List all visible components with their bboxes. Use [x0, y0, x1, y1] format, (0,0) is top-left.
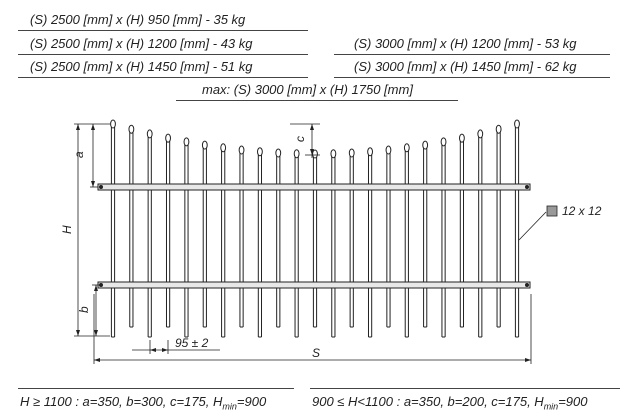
top-rail	[97, 183, 531, 191]
label-a: a	[72, 151, 86, 158]
rail-bolt	[99, 185, 103, 189]
picket-finial	[312, 149, 318, 159]
picket-finial	[293, 149, 300, 159]
profile-leader-line	[518, 211, 547, 241]
dim-arrowhead	[94, 285, 98, 291]
dim-arrowhead	[76, 124, 80, 130]
max-spec: max: (S) 3000 [mm] x (H) 1750 [mm]	[202, 82, 413, 97]
footnote-left-rule	[18, 388, 294, 389]
dim-arrowhead	[91, 124, 95, 130]
footnote-right-rule	[310, 388, 620, 389]
picket-finial	[128, 124, 135, 134]
footnote-right-main: 900 ≤ H<1100 : a=350, b=200, c=175, H	[312, 394, 544, 409]
picket-finial	[514, 119, 520, 129]
label-b: b	[77, 306, 91, 313]
spec-left-rule-1	[18, 30, 308, 31]
picket-finial	[348, 148, 355, 158]
footnote-right-sub: min	[543, 401, 559, 412]
profile-swatch	[546, 205, 558, 217]
picket-finial	[495, 124, 502, 134]
spec-right-rule-2	[334, 77, 610, 78]
picket-finial	[275, 148, 282, 158]
picket-finial	[146, 129, 153, 139]
dimension-lines	[74, 123, 547, 364]
picket-finial	[330, 149, 337, 159]
spec-left-1: (S) 2500 [mm] x (H) 950 [mm] - 35 kg	[30, 12, 246, 27]
rails	[97, 183, 531, 289]
label-c: c	[293, 136, 307, 142]
rail-bolt	[99, 283, 103, 287]
spec-left-3: (S) 2500 [mm] x (H) 1450 [mm] - 51 kg	[30, 59, 253, 74]
dim-arrowhead	[162, 348, 168, 352]
dim-arrowhead	[94, 358, 100, 362]
picket-finial	[220, 143, 227, 153]
footnote-left-main: H ≥ 1100 : a=350, b=300, c=175, H	[20, 394, 223, 409]
max-spec-rule	[176, 100, 458, 101]
picket-finial	[367, 147, 373, 157]
footnote-right: 900 ≤ H<1100 : a=350, b=200, c=175, Hmin…	[312, 394, 588, 412]
spec-left-rule-3	[18, 77, 308, 78]
pickets	[110, 119, 520, 338]
dim-arrowhead	[76, 330, 80, 336]
spec-right-rule-1	[334, 54, 610, 55]
dim-arrowhead	[94, 330, 98, 336]
dim-arrowhead	[310, 124, 314, 130]
spec-left-2: (S) 2500 [mm] x (H) 1200 [mm] - 43 kg	[30, 36, 253, 51]
picket-finial	[183, 137, 190, 147]
picket-finial	[459, 133, 465, 143]
picket-finial	[477, 129, 484, 139]
picket-finial	[385, 145, 392, 155]
rail-bolt	[525, 283, 529, 287]
picket-finial	[238, 145, 245, 155]
picket-finial	[201, 140, 208, 150]
picket-finial	[403, 143, 410, 153]
footnote-left: H ≥ 1100 : a=350, b=300, c=175, Hmin=900	[20, 394, 266, 412]
picket-finial	[257, 147, 263, 157]
footnote-left-sub: min	[222, 401, 237, 412]
dim-arrowhead	[310, 149, 314, 155]
footnote-left-end: =900	[236, 394, 267, 409]
picket-finial	[422, 140, 429, 150]
label-spacing: 95 ± 2	[175, 336, 209, 350]
bottom-rail	[97, 281, 531, 289]
dim-arrowhead	[525, 358, 531, 362]
dim-arrowhead	[91, 181, 95, 187]
picket-finial	[110, 119, 116, 129]
rail-bolt	[525, 185, 529, 189]
spec-right-2: (S) 3000 [mm] x (H) 1450 [mm] - 62 kg	[354, 59, 577, 74]
label-profile: 12 x 12	[562, 204, 602, 218]
picket-finial	[165, 133, 171, 143]
picket-finial	[440, 137, 447, 147]
spec-right-1: (S) 3000 [mm] x (H) 1200 [mm] - 53 kg	[354, 36, 577, 51]
footnote-right-end: =900	[558, 394, 588, 409]
label-h: H	[60, 225, 74, 234]
spec-left-rule-2	[18, 54, 308, 55]
dim-arrowhead	[150, 348, 156, 352]
label-s: S	[312, 346, 320, 360]
